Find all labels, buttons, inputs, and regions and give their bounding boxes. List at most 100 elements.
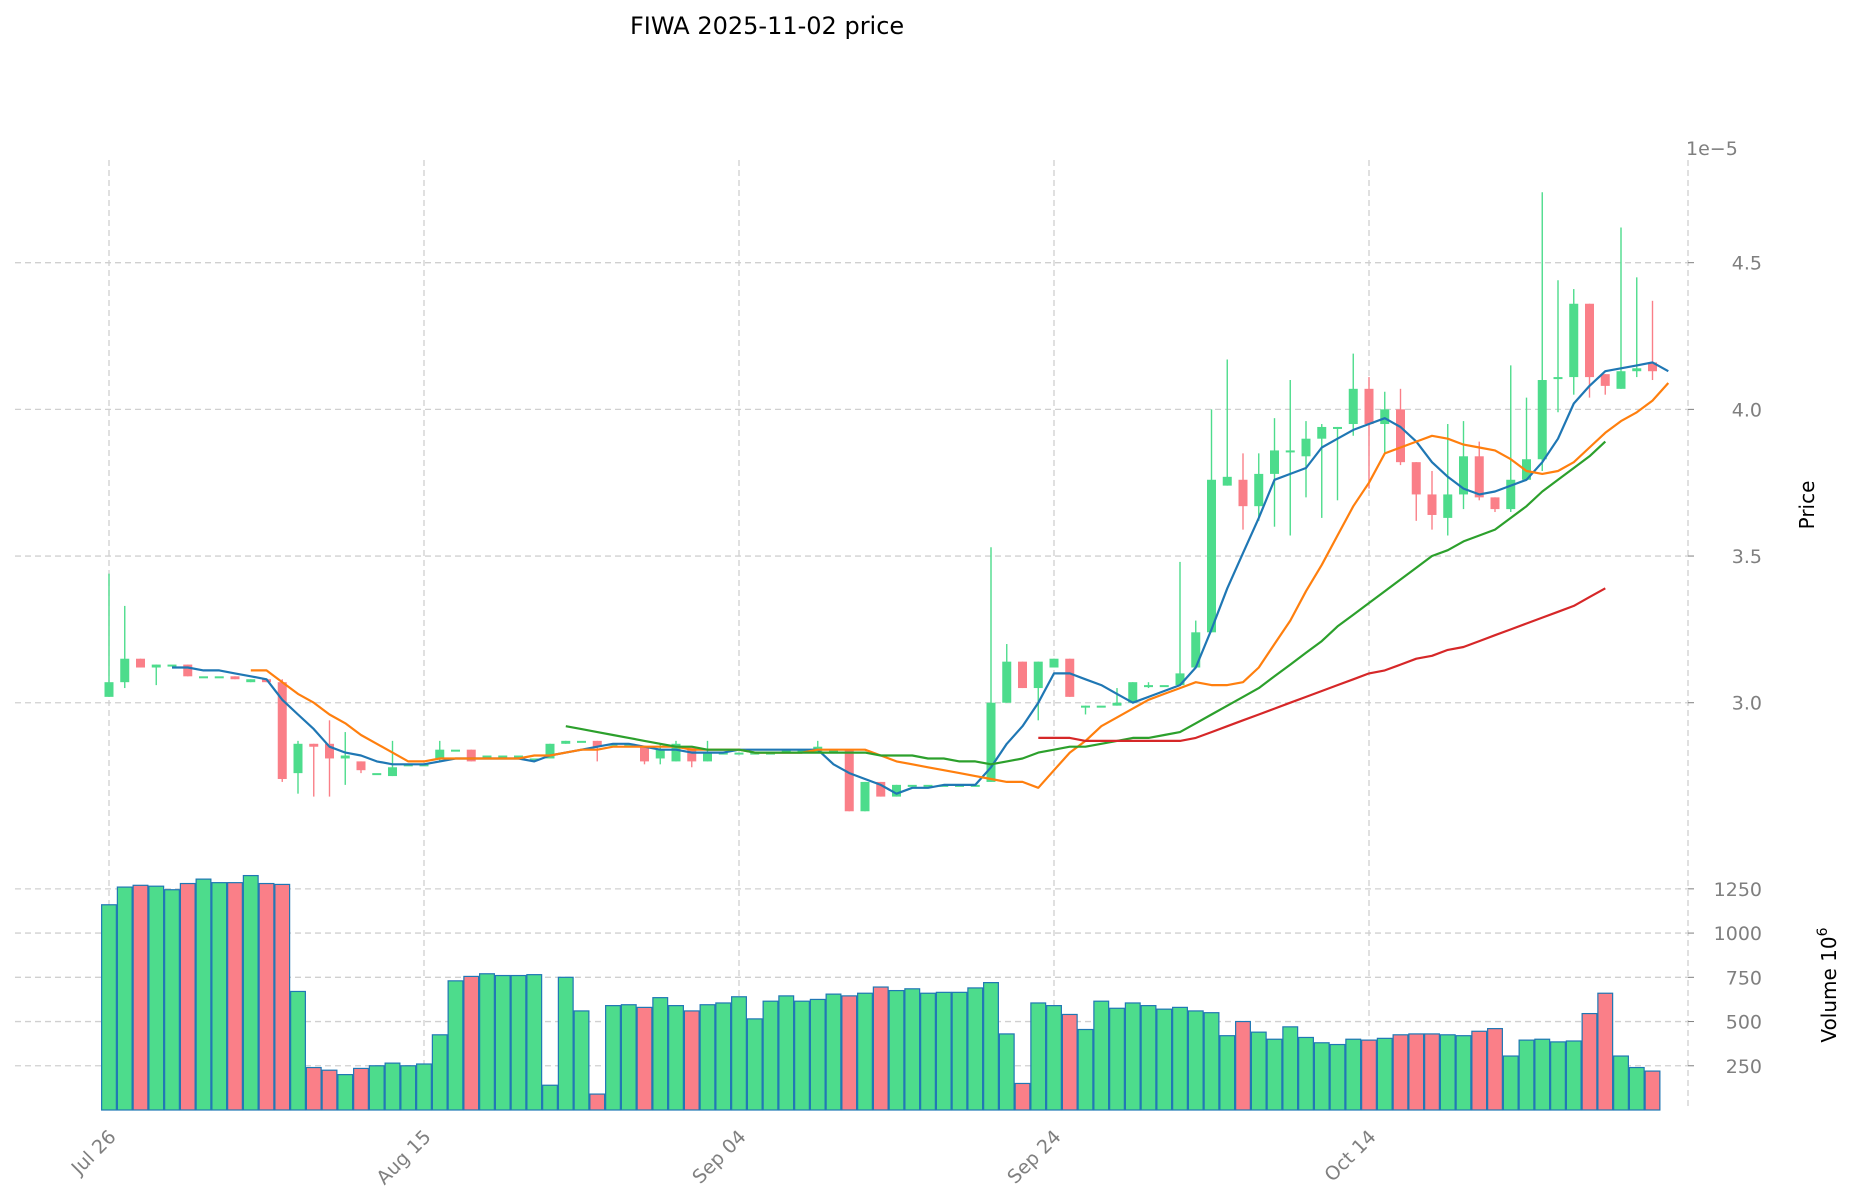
volume-bar [1581,1012,1598,1111]
price-tick-label: 3.5 [1732,546,1762,568]
price-axis-title: Price [1795,481,1819,530]
price-tick-label: 4.0 [1732,399,1762,421]
candle-body [1049,658,1059,668]
candle-body [1144,685,1153,688]
volume-bar [416,1063,432,1111]
volume-tick-label: 1000 [1714,923,1762,945]
volume-bar [179,882,196,1111]
price-exponent-label: 1e−5 [1686,138,1738,160]
volume-bar [227,882,243,1111]
volume-bar [1046,1005,1062,1111]
volume-bar [101,904,117,1111]
volume-bar [983,982,999,1111]
volume-bar [1313,1042,1330,1111]
candle-body [356,761,366,771]
volume-bar [715,1002,732,1111]
candle-body [1427,494,1437,515]
candle-body [136,658,145,668]
candle-body [1348,388,1358,425]
candle-body [1112,702,1122,706]
candle-body [1648,362,1657,372]
candle-body [1191,632,1201,668]
candle-body [1270,450,1279,474]
volume-bar [762,1000,779,1111]
volume-bar [841,995,858,1111]
volume-bar [116,886,133,1111]
candle-body [277,682,287,779]
candle-body [1600,374,1610,386]
volume-bar [998,1033,1015,1111]
volume-axis-title-base: Volume 10 [1817,936,1841,1042]
candle-body [876,781,886,797]
candle-body [1411,462,1421,495]
candle-body [1380,409,1390,425]
volume-bar [542,1084,558,1111]
volume-bar [825,993,842,1111]
volume-bar [494,974,511,1111]
volume-bar [809,998,826,1111]
candle-body [1159,685,1169,688]
candle-body [671,743,681,762]
candle-body [1632,368,1642,372]
volume-bar [951,991,968,1111]
candle-body [199,676,208,679]
volume-bar [1597,992,1614,1111]
x-tick-label: Aug 15 [372,1126,435,1189]
x-tick-label: Sep 04 [688,1126,750,1188]
volume-bars [101,874,1661,1111]
volume-bar [589,1093,606,1111]
candle-body [1128,682,1138,703]
volume-bar [652,997,669,1111]
volume-bar [1644,1070,1661,1111]
candle-body [482,755,492,758]
volume-bar [1219,1035,1236,1111]
volume-bar [1424,1033,1440,1111]
candle-body [183,664,193,677]
candle-body [577,740,586,743]
volume-bar [1187,1010,1204,1111]
candle-body [1317,426,1327,439]
volume-bar [1298,1036,1314,1111]
volume-bar [888,989,905,1111]
candle-body [340,755,350,759]
volume-bar [1250,1031,1267,1111]
volume-bar [510,974,527,1111]
candle-body [529,758,539,761]
moving-average-lines [172,361,1670,795]
x-tick-label: Jul 26 [67,1126,121,1180]
candle-body [372,773,382,776]
candle-body [687,746,697,762]
volume-bar [526,974,543,1111]
volume-bar [778,995,795,1111]
candle-body [1364,388,1374,425]
candle-body [1553,377,1563,380]
volume-bar [1093,1000,1110,1111]
candle-body [1254,473,1264,507]
volume-bar [668,1005,684,1111]
volume-bar [353,1067,369,1111]
candle-body [1285,450,1295,453]
volume-bar [699,1004,716,1111]
volume-bar [368,1065,385,1111]
volume-bar [1628,1066,1645,1111]
volume-bar [920,992,936,1111]
candle-body [907,784,917,787]
price-tick-label: 4.5 [1732,253,1762,275]
candle-body [703,752,712,762]
volume-bar [794,1000,810,1111]
volume-tick-label: 1250 [1714,879,1762,901]
volume-bar [636,1006,653,1111]
volume-bar [1014,1082,1031,1111]
volume-axis-title-exponent: 6 [1815,927,1831,936]
volume-bar [1518,1039,1535,1111]
volume-bar [211,882,228,1111]
volume-bar [164,889,180,1111]
volume-bar [132,884,149,1111]
volume-bar [605,1005,621,1111]
candle-body [214,676,224,679]
volume-tick-label: 500 [1726,1012,1762,1034]
candle-body [860,781,870,812]
volume-bar [321,1069,338,1111]
candle-body [1522,459,1531,480]
